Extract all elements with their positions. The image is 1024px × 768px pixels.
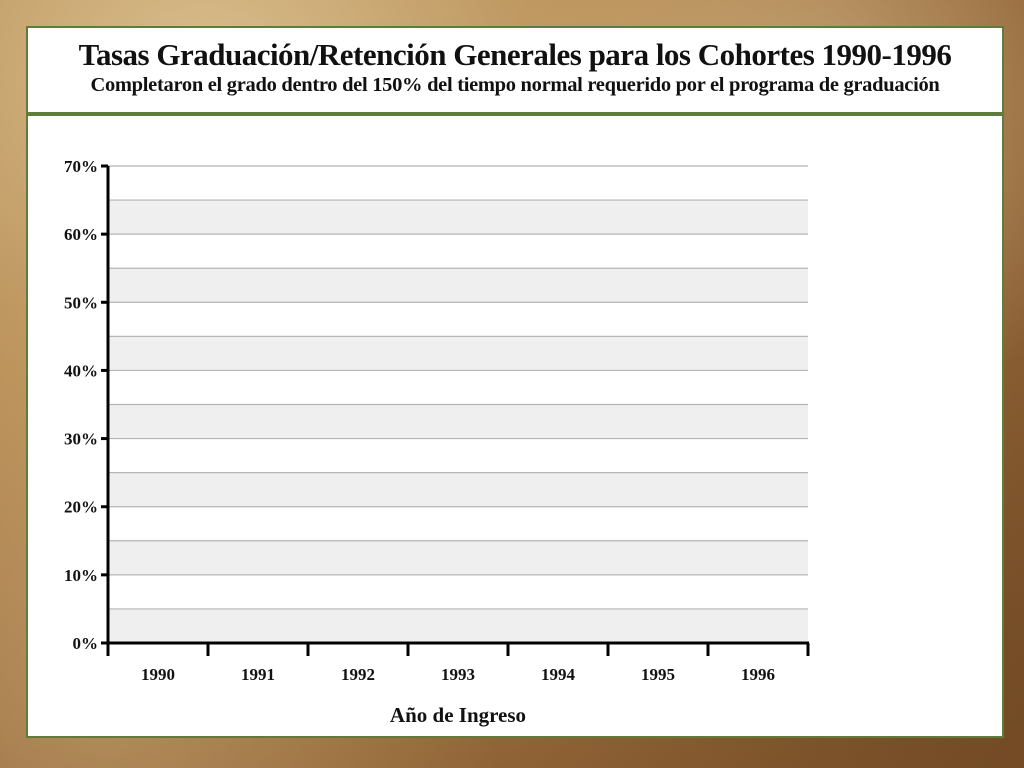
title-box: Tasas Graduación/Retención Generales par…: [28, 28, 1002, 116]
y-tick-label: 20%: [64, 498, 98, 517]
x-tick-label: 1994: [541, 665, 576, 684]
grid-bands: [108, 200, 808, 643]
grid-band: [108, 268, 808, 303]
grid-band: [108, 472, 808, 507]
x-axis-title: Año de Ingreso: [390, 703, 526, 727]
x-tick-label: 1996: [741, 665, 775, 684]
grid-band: [108, 540, 808, 575]
x-tick-label: 1990: [141, 665, 175, 684]
y-tick-label: 30%: [64, 430, 98, 449]
y-ticks: 0% 10% 20% 30% 40% 50% 60% 70%: [64, 157, 108, 653]
x-tick-label: 1995: [641, 665, 675, 684]
slide-subtitle: Completaron el grado dentro del 150% del…: [90, 74, 940, 96]
y-tick-label: 60%: [64, 225, 98, 244]
x-tick-label: 1993: [441, 665, 475, 684]
grid-band: [108, 200, 808, 235]
x-tick-label: 1992: [341, 665, 375, 684]
grid-band: [108, 608, 808, 643]
y-tick-label: 50%: [64, 293, 98, 312]
slide-title: Tasas Graduación/Retención Generales par…: [78, 37, 952, 72]
x-tick-label: 1991: [241, 665, 275, 684]
x-ticks: 1990 1991 1992 1993 1994 1995 1996: [106, 643, 810, 684]
y-tick-label: 70%: [64, 157, 98, 176]
axes: [106, 166, 809, 645]
grid-band: [108, 336, 808, 371]
y-tick-label: 40%: [64, 361, 98, 380]
y-tick-label: 0%: [73, 634, 99, 653]
y-tick-label: 10%: [64, 566, 98, 585]
grid-band: [108, 404, 808, 439]
gridlines: [108, 165, 808, 610]
